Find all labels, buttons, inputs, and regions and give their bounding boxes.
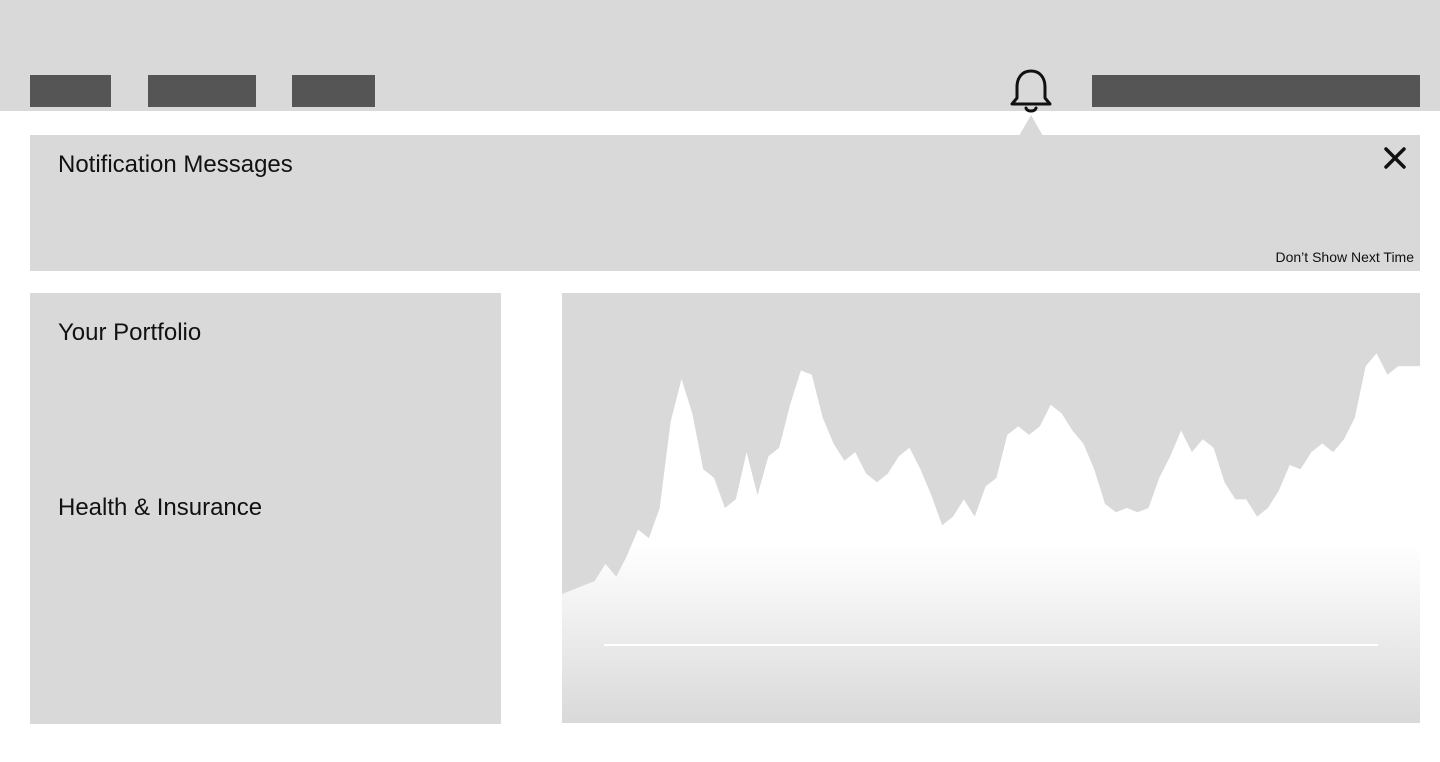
chart-area-series <box>562 353 1420 723</box>
dont-show-next-time-link[interactable]: Don’t Show Next Time <box>1275 249 1415 265</box>
notification-title: Notification Messages <box>58 151 293 178</box>
health-insurance-title: Health & Insurance <box>58 494 263 521</box>
nav-item-2[interactable] <box>148 75 256 107</box>
notification-panel: Notification Messages Don’t Show Next Ti… <box>30 135 1420 271</box>
nav-item-3[interactable] <box>292 75 375 107</box>
nav-item-1[interactable] <box>30 75 111 107</box>
close-icon[interactable] <box>1382 145 1408 171</box>
area-chart <box>562 353 1420 723</box>
bell-icon[interactable] <box>1008 66 1054 116</box>
portfolio-card: Your Portfolio Health & Insurance <box>30 293 501 724</box>
top-navigation-bar <box>0 0 1440 113</box>
portfolio-title: Your Portfolio <box>58 319 202 346</box>
chart-card <box>562 293 1420 723</box>
notification-pointer <box>1019 115 1043 136</box>
search-input[interactable] <box>1092 75 1420 107</box>
